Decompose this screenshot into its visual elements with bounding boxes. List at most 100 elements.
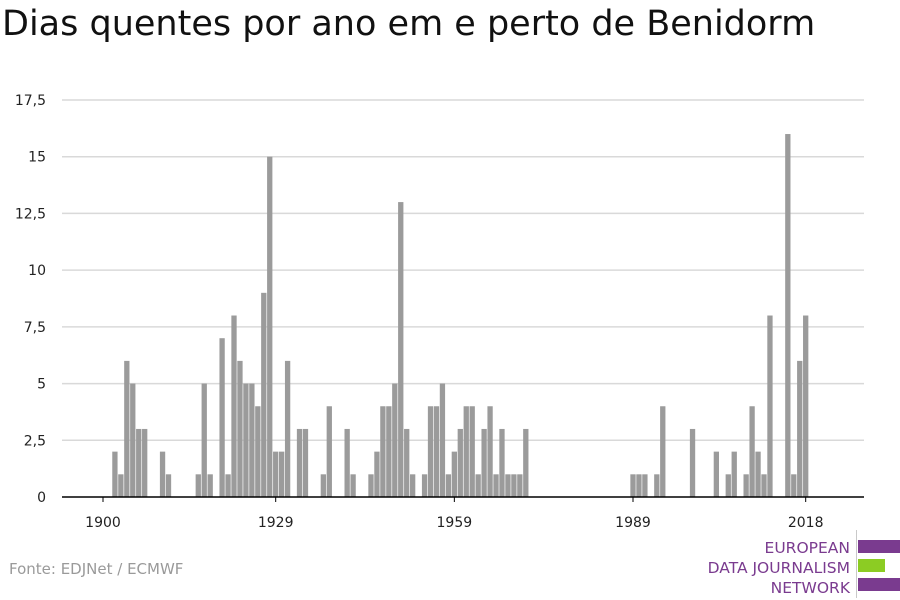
- gridlines: [62, 99, 864, 442]
- bar: [255, 406, 261, 497]
- edjnet-logo[interactable]: EUROPEAN DATA JOURNALISM NETWORK: [700, 530, 900, 598]
- bar: [249, 383, 255, 497]
- bar: [231, 315, 237, 497]
- y-tick-label: 15: [28, 150, 46, 166]
- bar: [755, 451, 761, 497]
- bar: [421, 474, 428, 497]
- bar: [660, 406, 666, 497]
- bar: [493, 474, 499, 497]
- logo-bar-bottom: [858, 578, 900, 591]
- bar: [326, 406, 332, 497]
- bar: [237, 360, 243, 497]
- logo-line-european: EUROPEAN: [764, 539, 850, 557]
- x-tick-label: 1900: [85, 515, 121, 531]
- bar: [797, 360, 803, 497]
- bar: [219, 338, 225, 497]
- bar: [243, 383, 249, 497]
- bar: [731, 451, 737, 497]
- bar: [791, 474, 797, 497]
- bar: [165, 474, 172, 497]
- logo-line-data-journalism: DATA JOURNALISM: [707, 559, 850, 577]
- logo-bar-middle: [858, 559, 885, 572]
- bar: [130, 383, 136, 497]
- tick-labels: 0 2,5 5 7,5 10 12,5 15 17,5 1900 1929 1959 1989 2018: [15, 93, 824, 531]
- bar: [302, 428, 309, 497]
- bar: [320, 474, 326, 497]
- bar: [279, 451, 285, 497]
- bar: [386, 406, 392, 497]
- y-tick-label: 2,5: [24, 433, 46, 449]
- bar: [273, 451, 279, 497]
- y-tick-label: 17,5: [15, 93, 46, 109]
- x-tick-label: 1989: [615, 515, 651, 531]
- bar: [201, 383, 207, 497]
- y-tick-label: 5: [37, 377, 46, 393]
- bar: [475, 474, 481, 497]
- bar: [803, 315, 809, 497]
- x-tick-label: 2018: [788, 515, 824, 531]
- bar: [433, 406, 440, 497]
- bar-series: [112, 134, 809, 498]
- bar: [725, 474, 731, 497]
- bar: [487, 406, 493, 497]
- bar: [284, 360, 291, 497]
- axes: [62, 496, 864, 502]
- bar: [225, 474, 231, 497]
- bar: [207, 474, 213, 497]
- bar: [451, 451, 457, 497]
- bar: [463, 406, 469, 497]
- x-tick-label: 1959: [437, 515, 473, 531]
- bar: [350, 474, 356, 497]
- bar: [761, 474, 767, 497]
- y-tick-label: 12,5: [15, 206, 46, 222]
- bar: [404, 428, 410, 497]
- bar: [505, 474, 511, 497]
- bar: [445, 474, 452, 497]
- bar: [410, 474, 416, 497]
- y-tick-label: 10: [28, 263, 46, 279]
- bar: [439, 383, 446, 497]
- bar: [499, 428, 505, 497]
- bar: [368, 474, 374, 497]
- bar: [392, 383, 398, 497]
- bar: [457, 428, 463, 497]
- bar: [427, 406, 434, 497]
- bar: [136, 428, 142, 497]
- bar: [124, 360, 130, 497]
- bar: [469, 406, 475, 497]
- bar: [481, 428, 487, 497]
- y-tick-label: 0: [37, 490, 46, 506]
- x-tick-label: 1929: [258, 515, 294, 531]
- bar: [689, 428, 696, 497]
- source-note: Fonte: EDJNet / ECMWF: [9, 560, 184, 578]
- bar: [267, 156, 273, 497]
- bar: [380, 406, 386, 497]
- bar: [195, 474, 201, 497]
- bar: [159, 451, 166, 497]
- bar: [344, 428, 350, 497]
- bar: [743, 474, 749, 497]
- bar: [142, 428, 148, 497]
- logo-divider: [856, 530, 857, 598]
- bar: [654, 474, 660, 497]
- y-tick-label: 7,5: [24, 320, 46, 336]
- chart-title: Dias quentes por ano em e perto de Benid…: [2, 4, 816, 44]
- bar: [785, 134, 791, 497]
- logo-bar-top: [858, 540, 900, 553]
- bar: [261, 292, 267, 497]
- bar: [767, 315, 773, 497]
- bar: [398, 202, 404, 498]
- bar: [630, 474, 636, 497]
- bar: [511, 474, 517, 497]
- bar: [296, 428, 303, 497]
- bar: [749, 406, 755, 497]
- bar: [642, 474, 648, 497]
- bar: [636, 474, 642, 497]
- bar: [523, 428, 529, 497]
- bar: [112, 451, 118, 497]
- bar: [517, 474, 523, 497]
- bar: [374, 451, 380, 497]
- logo-line-network: NETWORK: [770, 579, 850, 597]
- bar: [713, 451, 720, 497]
